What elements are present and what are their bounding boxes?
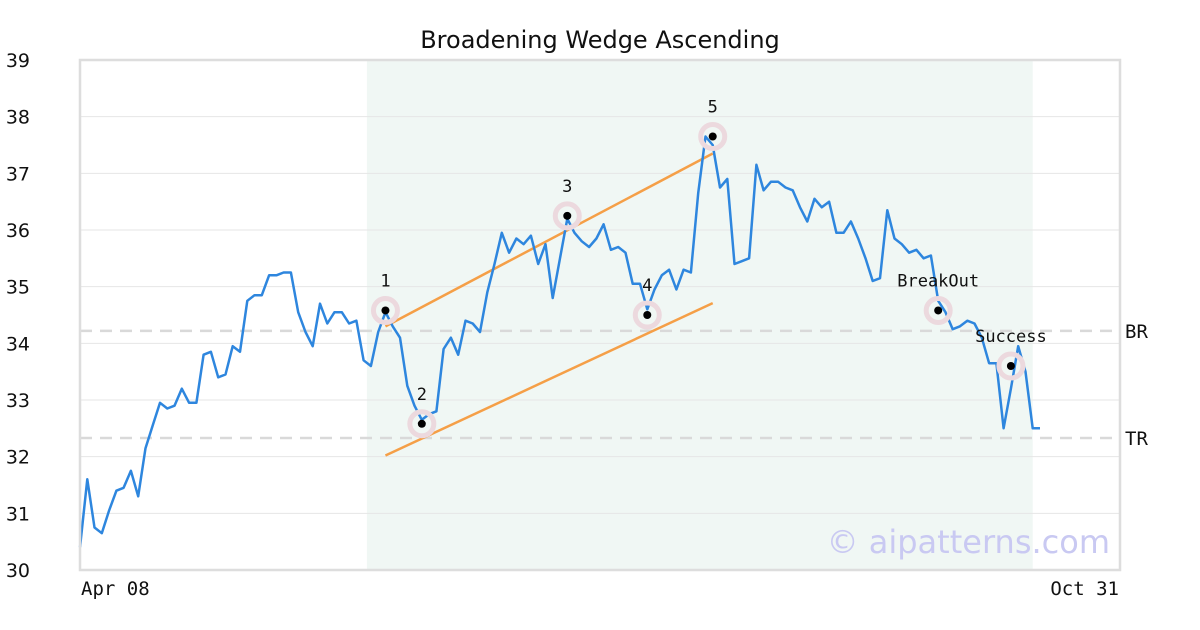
point-marker-ring: [632, 300, 662, 330]
y-tick-label: 33: [6, 390, 30, 412]
y-tick-label: 36: [6, 220, 30, 242]
y-tick-label: 35: [6, 277, 30, 299]
point-marker: [417, 419, 426, 428]
point-marker: [643, 311, 652, 319]
y-tick-label: 32: [6, 447, 30, 469]
point-marker: [708, 132, 717, 141]
point-marker: [563, 211, 572, 220]
point-label: Success: [975, 327, 1047, 347]
pattern-points: 1 2 3 4 5 BreakOut Success: [370, 98, 1047, 439]
point-label: 4: [642, 276, 652, 296]
point-marker-ring: [923, 295, 953, 325]
plot-frame: [78, 58, 1122, 572]
y-tick-label: 38: [6, 107, 30, 129]
point-label: 5: [708, 98, 718, 118]
point-label: 3: [562, 177, 572, 197]
trendline: [384, 152, 714, 328]
point-marker-ring: [996, 351, 1026, 381]
point-marker: [934, 306, 943, 315]
price-series: [78, 135, 1040, 548]
point-marker: [1006, 362, 1015, 370]
level-label: TR: [1125, 428, 1148, 450]
y-tick-label: 37: [6, 163, 30, 185]
x-tick-label: Oct 31: [1050, 578, 1119, 600]
shaded-region-layer: [366, 60, 1033, 570]
pattern-shaded-region: [366, 60, 1033, 570]
x-tick-label: Apr 08: [81, 578, 150, 600]
series-line: [78, 135, 1040, 548]
point-marker-ring: [370, 295, 400, 325]
level-label: BR: [1125, 321, 1148, 343]
point-label: BreakOut: [897, 271, 979, 291]
point-label: 2: [417, 385, 427, 405]
trendlines: [384, 152, 714, 457]
point-marker-ring: [407, 409, 437, 439]
y-tick-label: 39: [6, 50, 30, 72]
watermark: © aipatterns.com: [827, 523, 1110, 561]
chart-title: Broadening Wedge Ascending: [420, 26, 780, 54]
y-tick-label: 34: [6, 333, 30, 355]
point-marker: [381, 306, 390, 315]
level-lines: BR TR: [80, 321, 1148, 450]
y-tick-label: 30: [6, 560, 30, 582]
point-marker-ring: [552, 201, 582, 231]
trendline: [384, 301, 714, 457]
point-label: 1: [380, 271, 390, 291]
y-tick-label: 31: [6, 503, 30, 525]
point-marker-ring: [698, 122, 728, 151]
